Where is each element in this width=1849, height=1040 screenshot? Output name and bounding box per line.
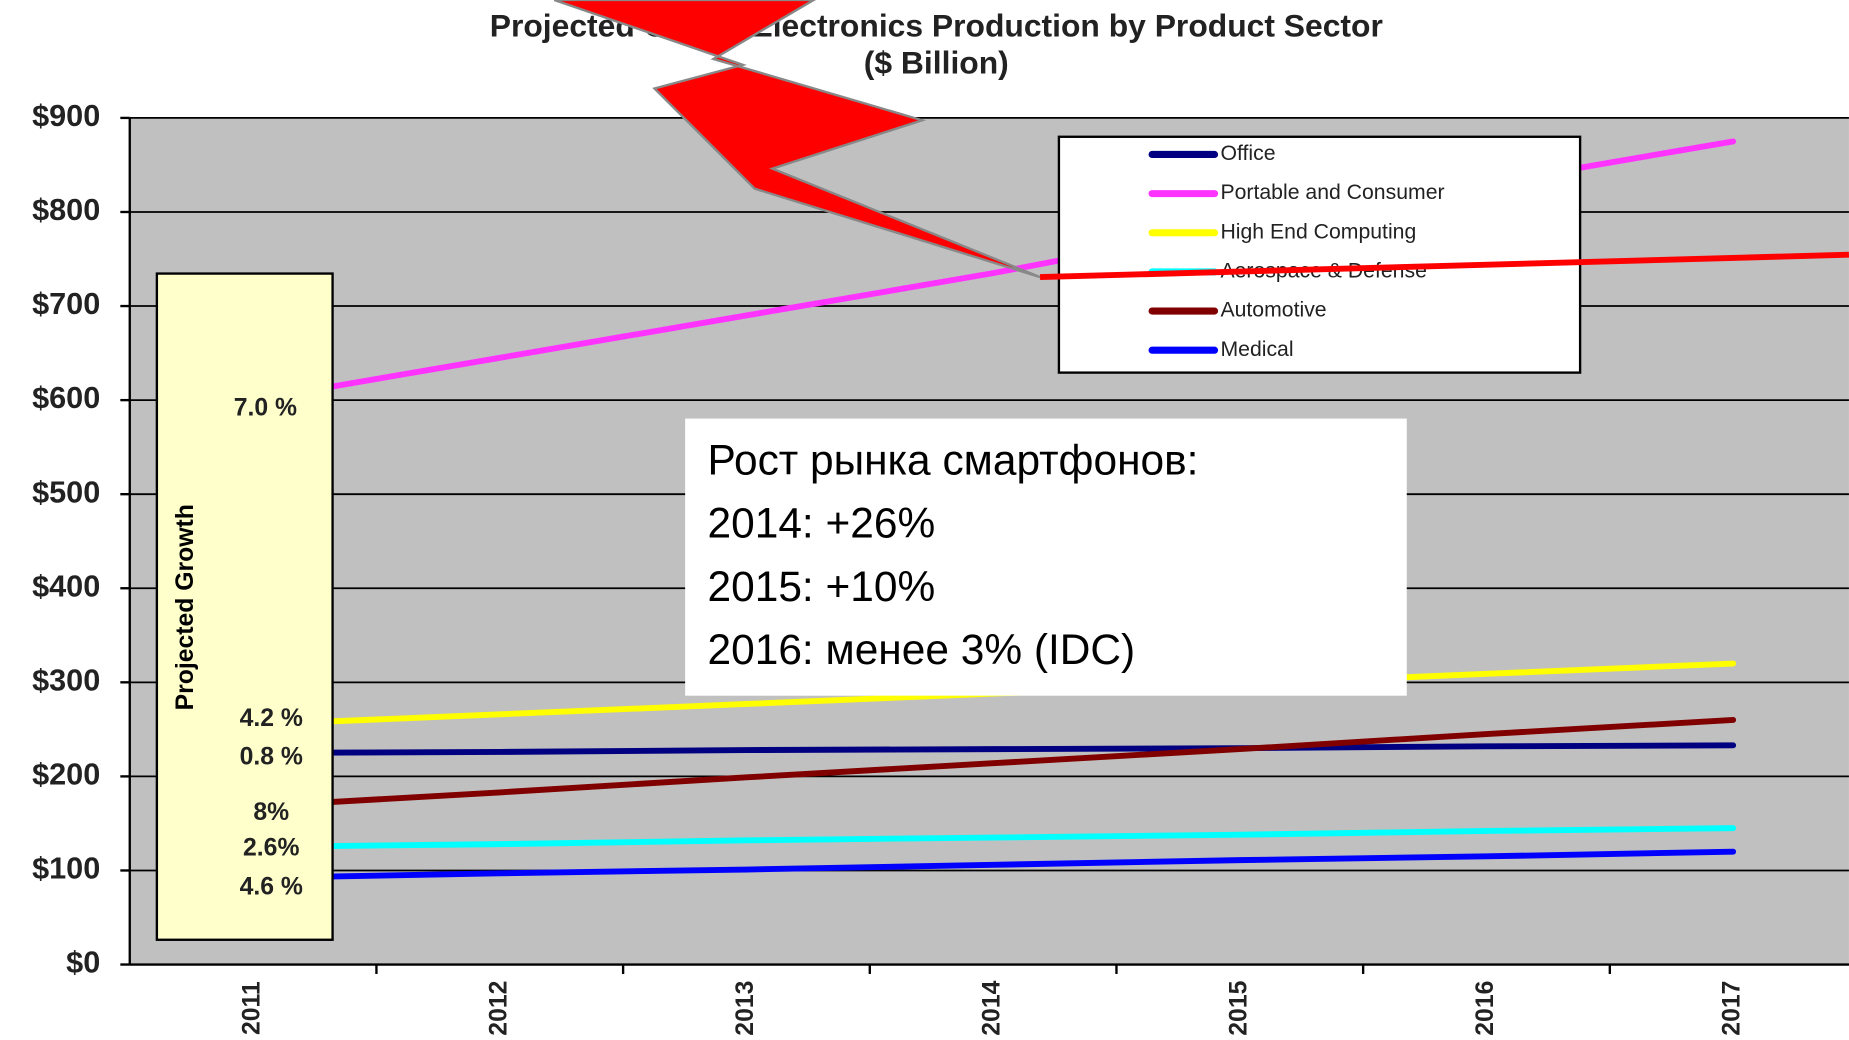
y-tick-label: $0 <box>66 946 100 980</box>
growth-label: 0.8 % <box>240 744 303 771</box>
y-tick-label: $600 <box>32 381 100 415</box>
growth-label: 2.6% <box>243 835 299 862</box>
y-tick-label: $500 <box>32 475 100 509</box>
y-tick-label: $800 <box>32 193 100 227</box>
lightning-bolt <box>553 0 1041 279</box>
growth-label: 7.0 % <box>234 395 297 422</box>
legend <box>1057 135 1582 374</box>
series-line <box>250 742 1737 756</box>
callout-text: Рост рынка смартфонов: 2014: +26% 2015: +1… <box>708 437 1199 673</box>
legend-entries: Office Portable and Consumer High End Comp… <box>1148 142 1445 361</box>
x-tick-label: 2014 <box>979 980 1006 1035</box>
y-tick-label: $700 <box>32 287 100 321</box>
x-tick-label: 2017 <box>1719 981 1746 1036</box>
x-tick-label: 2012 <box>485 981 512 1036</box>
lines <box>250 138 1737 881</box>
legend-label: High End Computing <box>1220 220 1416 243</box>
growth-box-title: Projected Growth <box>172 504 199 710</box>
callout-box <box>685 418 1407 696</box>
y-tick-label: $400 <box>32 569 100 603</box>
chart-subtitle: ($ Billion) <box>864 44 1009 80</box>
callout-line: 2014: +26% <box>708 500 936 547</box>
y-tick-label: $200 <box>32 757 100 791</box>
legend-label: Office <box>1220 142 1275 165</box>
x-tick-label: 2011 <box>239 981 266 1035</box>
callout-line: Рост рынка смартфонов: <box>708 437 1199 484</box>
series-line <box>250 717 1737 810</box>
y-tick-label: $900 <box>32 99 100 133</box>
red-line <box>1039 251 1849 281</box>
growth-label: 8% <box>253 799 289 826</box>
x-tick-label: 2015 <box>1225 980 1252 1035</box>
legend-label: Medical <box>1220 338 1293 361</box>
growth-labels: 7.0 % 4.2 % 0.8 % 8% 2.6% 4.6 % <box>234 395 303 901</box>
growth-label: 4.6 % <box>240 873 303 900</box>
callout-line: 2015: +10% <box>708 563 936 610</box>
y-tick-label: $300 <box>32 663 100 697</box>
growth-box <box>155 272 334 941</box>
legend-label: Automotive <box>1220 299 1326 322</box>
series-line <box>250 848 1737 881</box>
x-tick-label: 2013 <box>732 981 759 1036</box>
legend-label: Portable and Consumer <box>1220 181 1444 204</box>
series-line <box>250 825 1737 850</box>
x-tick-label: 2016 <box>1472 981 1499 1036</box>
y-tick-label: $100 <box>32 852 100 886</box>
callout-line: 2016: менее 3% (IDC) <box>708 626 1136 673</box>
x-axis-labels: 2011 2012 2013 2014 2015 2016 2017 <box>239 964 1746 1036</box>
growth-label: 4.2 % <box>240 705 303 732</box>
